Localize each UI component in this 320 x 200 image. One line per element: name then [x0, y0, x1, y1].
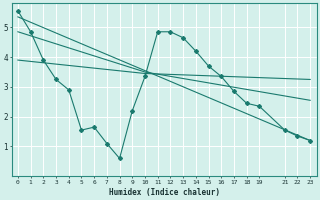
X-axis label: Humidex (Indice chaleur): Humidex (Indice chaleur)	[108, 188, 220, 197]
